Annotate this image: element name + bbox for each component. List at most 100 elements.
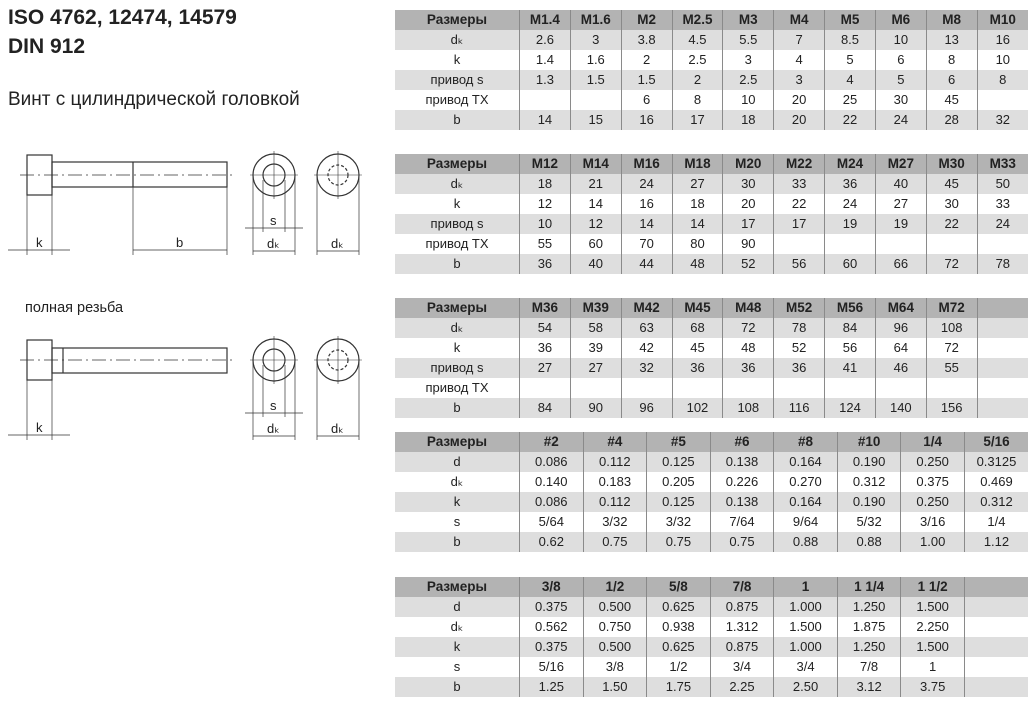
table-cell: 60	[569, 234, 622, 254]
table-cell: 4.5	[671, 30, 723, 50]
table-cell: 30	[925, 194, 978, 214]
column-header: 7/8	[709, 577, 774, 597]
table-cell: 0.75	[646, 532, 711, 552]
table-cell: 36	[824, 174, 876, 194]
column-header: #4	[582, 432, 647, 452]
table-cell: 72	[925, 254, 978, 274]
table-cell: 36	[519, 338, 571, 358]
table-cell: 0.226	[709, 472, 774, 492]
svg-text:s: s	[270, 213, 277, 228]
table-cell: 0.138	[709, 452, 774, 472]
table-cell	[773, 234, 825, 254]
table-cell: 1.250	[836, 597, 901, 617]
table-cell: 0.3125	[963, 452, 1028, 472]
column-header: 5/16	[963, 432, 1028, 452]
table-cell: 1.500	[773, 617, 838, 637]
row-label: b	[395, 532, 520, 552]
table-cell: 21	[569, 174, 622, 194]
row-label: dₖ	[395, 30, 520, 50]
table-cell: 0.375	[519, 637, 584, 657]
full-thread-label: полная резьба	[25, 300, 124, 316]
table-cell: 116	[773, 398, 825, 418]
table-cell	[976, 378, 1028, 398]
table-row: k 0.375 0.500 0.625 0.875 1.000 1.250 1.500	[395, 637, 1028, 657]
table-cell	[824, 234, 876, 254]
table-cell: 3	[773, 70, 825, 90]
row-label: b	[395, 254, 520, 274]
table-cell: 78	[773, 318, 825, 338]
table-cell: 56	[773, 254, 825, 274]
table-cell: 55	[925, 358, 978, 378]
table-cell: 0.086	[519, 452, 584, 472]
table-cell: 0.625	[646, 597, 711, 617]
row-label: s	[395, 657, 520, 677]
table-cell: 0.625	[646, 637, 711, 657]
table-cell	[925, 378, 978, 398]
table-cell: 3	[569, 30, 622, 50]
table-cell	[569, 90, 622, 110]
title-standards: ISO 4762, 12474, 14579	[8, 6, 237, 29]
table-header-row: Размеры M1.4 M1.6 M2 M2.5 M3 M4 M5 M6 M8 M10	[395, 10, 1028, 30]
table-cell: 0.312	[836, 472, 901, 492]
column-header: #6	[709, 432, 774, 452]
table-cell	[976, 90, 1028, 110]
svg-text:k: k	[36, 235, 43, 250]
table-cell: 19	[874, 214, 927, 234]
table-cell: 0.375	[900, 472, 965, 492]
table-cell: 20	[773, 90, 825, 110]
table-cell: 3/32	[582, 512, 647, 532]
size-table-4: Размеры #2 #4 #5 #6 #8 #10 1/4 5/16 d 0.086 0.112 0.…	[395, 432, 1028, 552]
table-cell	[773, 378, 825, 398]
table-row: b 84 90 96 102 108 116 124 140 156	[395, 398, 1028, 418]
table-cell: 3	[722, 50, 774, 70]
table-cell: 8	[671, 90, 723, 110]
row-label: k	[395, 492, 520, 512]
table-cell: 36	[519, 254, 571, 274]
table-cell: 22	[773, 194, 825, 214]
column-header: M20	[722, 154, 774, 174]
table-cell: 140	[874, 398, 927, 418]
table-cell: 0.750	[582, 617, 647, 637]
table-cell: 90	[722, 234, 774, 254]
table-cell: 0.112	[582, 492, 647, 512]
table-cell: 3.12	[836, 677, 901, 697]
svg-text:dₖ: dₖ	[267, 236, 280, 251]
table-cell: 80	[671, 234, 723, 254]
table-row: k 0.086 0.112 0.125 0.138 0.164 0.190 0.250 0.31…	[395, 492, 1028, 512]
row-label: привод TX	[395, 234, 520, 254]
table-cell	[671, 378, 723, 398]
table-cell: 2.250	[900, 617, 965, 637]
table-cell	[963, 597, 1028, 617]
table-cell: 0.270	[773, 472, 838, 492]
table-row: dₖ 2.6 3 3.8 4.5 5.5 7 8.5 10 13 16	[395, 30, 1028, 50]
table-cell: 78	[976, 254, 1028, 274]
table-cell: 0.125	[646, 452, 711, 472]
column-header: Размеры	[395, 154, 520, 174]
table-cell: 0.75	[709, 532, 774, 552]
bolt-drawings: k b s dₖ dₖ k s dₖ	[8, 151, 362, 440]
table-cell: 25	[824, 90, 876, 110]
table-cell: 1.000	[773, 637, 838, 657]
table-cell: 0.125	[646, 492, 711, 512]
table-cell: 15	[569, 110, 622, 130]
table-cell: 63	[620, 318, 673, 338]
table-cell: 40	[569, 254, 622, 274]
column-header: 1 1/4	[836, 577, 901, 597]
table-cell: 1.25	[519, 677, 584, 697]
table-cell: 0.469	[963, 472, 1028, 492]
column-header: 1/4	[900, 432, 965, 452]
table-row: k 12 14 16 18 20 22 24 27 30 33	[395, 194, 1028, 214]
table-row: привод TX	[395, 378, 1028, 398]
column-header: M2	[620, 10, 673, 30]
table-row: dₖ 0.562 0.750 0.938 1.312 1.500 1.875 2.250	[395, 617, 1028, 637]
table-cell	[620, 378, 673, 398]
table-cell: 0.62	[519, 532, 584, 552]
table-cell: 0.250	[900, 452, 965, 472]
table-cell: 1.5	[569, 70, 622, 90]
table-cell: 0.75	[582, 532, 647, 552]
column-header: M2.5	[671, 10, 723, 30]
row-label: d	[395, 452, 520, 472]
bolt-side-view-full-thread: k	[8, 339, 232, 440]
table-cell: 45	[925, 174, 978, 194]
column-header: M24	[824, 154, 876, 174]
